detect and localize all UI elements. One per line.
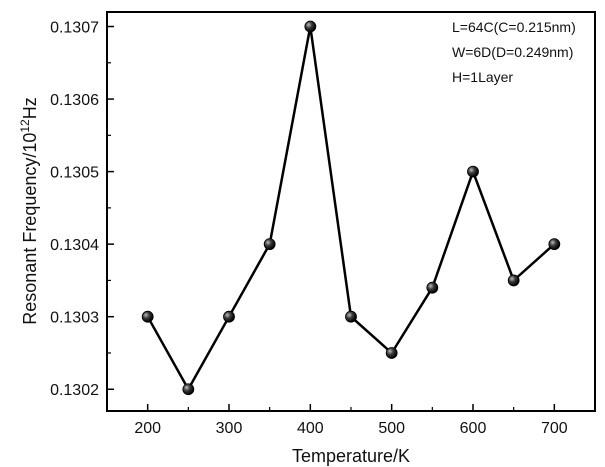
x-tick-label: 400: [297, 420, 324, 437]
data-point: [385, 347, 398, 359]
y-tick-label: 0.1307: [50, 20, 99, 37]
annotation-width: W=6D(D=0.249nm): [452, 44, 573, 60]
y-axis-title-main: Resonant Frequency/10: [20, 133, 40, 325]
x-axis-title: Temperature/K: [292, 446, 410, 466]
y-tick-label: 0.1303: [50, 310, 99, 327]
y-axis-title: Resonant Frequency/1012Hz: [18, 97, 40, 324]
data-point: [141, 310, 154, 323]
x-tick-label: 700: [541, 420, 568, 437]
x-tick-label: 300: [216, 420, 243, 437]
data-point: [467, 165, 479, 178]
data-point: [223, 310, 235, 323]
x-tick-label: 200: [134, 420, 161, 437]
y-tick-label: 0.1302: [50, 382, 99, 399]
data-point: [263, 238, 276, 251]
x-tick-label: 600: [460, 420, 487, 437]
data-point: [548, 238, 561, 251]
y-axis-ticks: 0.1302 0.1303 0.1304 0.1305 0.1306 0.1307: [50, 20, 114, 399]
y-axis-title-exponent: 12: [18, 119, 32, 133]
plot-area-frame: [106, 11, 596, 412]
x-tick-label: 500: [378, 420, 405, 437]
data-point: [426, 281, 439, 294]
data-markers: [141, 20, 561, 396]
y-tick-label: 0.1305: [50, 165, 99, 182]
data-point: [304, 20, 317, 33]
data-point: [182, 383, 195, 396]
annotation-height: H=1Layer: [452, 69, 513, 85]
y-tick-label: 0.1306: [50, 92, 99, 109]
y-axis-title-unit: Hz: [20, 97, 40, 119]
x-axis-ticks: 200 300 400 500 600 700: [106, 404, 568, 437]
data-point: [507, 274, 520, 287]
data-point: [345, 310, 357, 323]
y-tick-label: 0.1304: [50, 237, 99, 254]
annotation-length: L=64C(C=0.215nm): [452, 19, 576, 35]
